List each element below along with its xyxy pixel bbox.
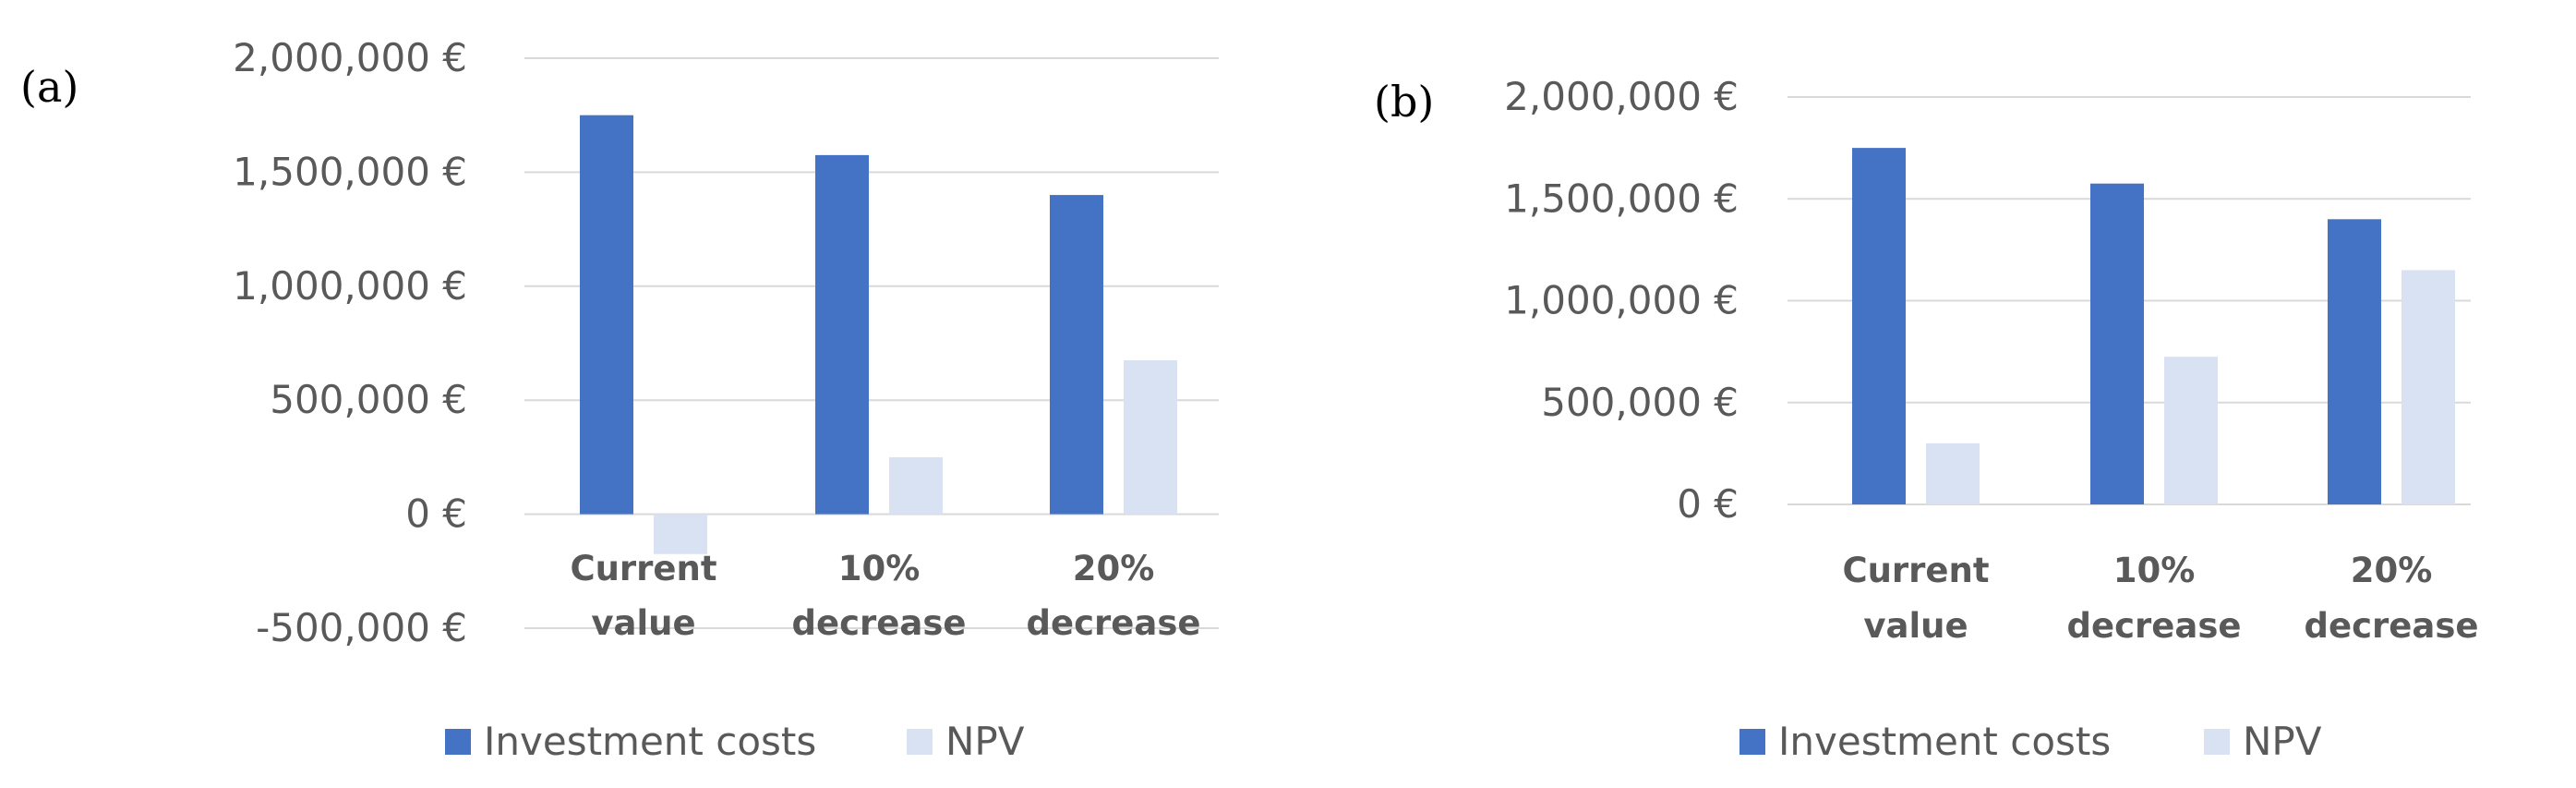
bar-npv [1926, 442, 1980, 504]
y-tick-label: 0 € [405, 491, 467, 537]
bar-npv [1124, 360, 1177, 515]
legend-label-investment-costs: Investment costs [484, 719, 816, 764]
x-category-label: 20% decrease [2305, 551, 2479, 646]
legend-label-npv: NPV [945, 719, 1025, 764]
bar-investment-costs [2328, 219, 2381, 505]
bar-investment-costs [1852, 148, 1906, 504]
bar-investment-costs [580, 115, 633, 515]
bar-investment-costs [2090, 183, 2144, 504]
y-tick-label: 0 € [1677, 481, 1739, 527]
bar-investment-costs [815, 154, 869, 515]
bar-npv [2401, 270, 2455, 504]
bar-npv [2164, 357, 2218, 504]
y-tick-label: 1,000,000 € [1504, 278, 1739, 323]
chart-panel-b: (b) 0 € 500,000 € 1,000,000 € 1,500,000 € 2,0… [1374, 74, 2478, 764]
legend-swatch-npv [2204, 729, 2230, 755]
y-tick-label: 2,000,000 € [233, 35, 467, 80]
legend-swatch-npv [907, 729, 933, 755]
legend-label-npv: NPV [2243, 719, 2322, 764]
legend-swatch-investment-costs [1739, 729, 1765, 755]
y-tick-label: 1,000,000 € [233, 263, 467, 309]
x-category-label: 10% decrease [2067, 551, 2242, 646]
y-tick-label: 1,500,000 € [1504, 176, 1739, 221]
panel-label: (a) [20, 62, 78, 112]
y-tick-label: 500,000 € [270, 377, 467, 422]
y-tick-label: 500,000 € [1541, 380, 1739, 425]
y-tick-label: -500,000 € [256, 605, 467, 650]
bar-investment-costs [1050, 195, 1103, 515]
chart-panel-a: (a) -500,000 € 0 € 500,000 € 1,000,000 € 1,50… [20, 35, 1219, 764]
bar-npv [889, 456, 943, 515]
x-category-label: Current value [570, 549, 716, 643]
legend-label-investment-costs: Investment costs [1778, 719, 2111, 764]
y-tick-label: 2,000,000 € [1504, 74, 1739, 119]
x-category-label: 10% decrease [792, 549, 967, 643]
legend-swatch-investment-costs [445, 729, 471, 755]
bar-npv [654, 514, 707, 554]
panel-label: (b) [1374, 77, 1434, 127]
y-tick-label: 1,500,000 € [233, 149, 467, 194]
x-category-label: Current value [1842, 551, 1989, 646]
x-category-label: 20% decrease [1027, 549, 1201, 643]
